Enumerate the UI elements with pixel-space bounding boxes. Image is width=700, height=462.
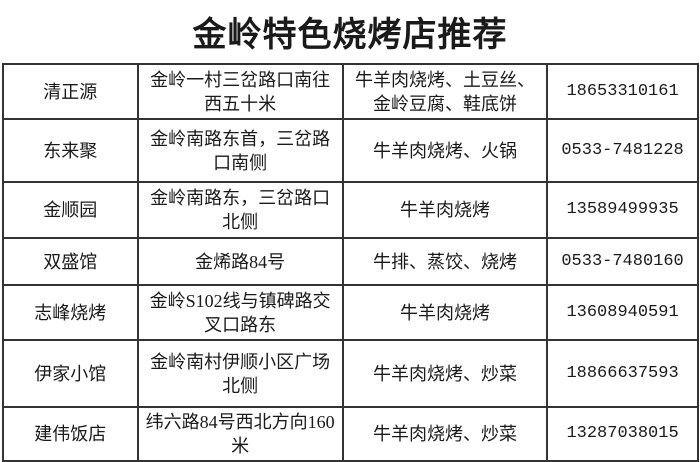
table-row: 金顺园 金岭南路东，三岔路口北侧 牛羊肉烧烤 13589499935 (2, 181, 699, 239)
phone-cell: 13608940591 (546, 284, 699, 341)
table-row: 伊家小馆 金岭南村伊顺小区广场北侧 牛羊肉烧烤、炒菜 18866637593 (2, 339, 699, 408)
restaurant-name-cell: 金顺园 (2, 181, 139, 239)
table-row: 志峰烧烤 金岭S102线与镇碑路交叉口路东 牛羊肉烧烤 13608940591 (2, 284, 699, 341)
address-cell: 金岭一村三岔路口南往西五十米 (136, 63, 344, 120)
table-row: 东来聚 金岭南路东首，三岔路口南侧 牛羊肉烧烤、火锅 0533-7481228 (2, 118, 699, 183)
phone-cell: 13287038015 (546, 406, 699, 462)
address-cell: 金岭南路东，三岔路口北侧 (136, 181, 344, 239)
address-cell: 纬六路84号西北方向160米 (136, 406, 344, 462)
restaurant-name-cell: 建伟饭店 (2, 406, 139, 462)
restaurant-name-cell: 清正源 (2, 63, 139, 120)
page-title: 金岭特色烧烤店推荐 (192, 15, 508, 55)
dishes-cell: 牛羊肉烧烤 (341, 284, 549, 341)
phone-cell: 18866637593 (546, 339, 699, 408)
dishes-cell: 牛羊肉烧烤 (341, 181, 549, 239)
dishes-cell: 牛排、蒸饺、烧烤 (341, 237, 549, 286)
table-row: 清正源 金岭一村三岔路口南往西五十米 牛羊肉烧烤、土豆丝、金岭豆腐、鞋底饼 18653… (2, 63, 699, 120)
address-cell: 金岭南村伊顺小区广场北侧 (136, 339, 344, 408)
restaurant-name-cell: 伊家小馆 (2, 339, 139, 408)
dishes-cell: 牛羊肉烧烤、土豆丝、金岭豆腐、鞋底饼 (341, 63, 549, 120)
phone-cell: 0533-7480160 (546, 237, 699, 286)
restaurant-table: 清正源 金岭一村三岔路口南往西五十米 牛羊肉烧烤、土豆丝、金岭豆腐、鞋底饼 18653… (2, 63, 699, 462)
restaurant-name-cell: 东来聚 (2, 118, 139, 183)
dishes-cell: 牛羊肉烧烤、炒菜 (341, 406, 549, 462)
address-cell: 金岭南路东首，三岔路口南侧 (136, 118, 344, 183)
address-cell: 金烯路84号 (136, 237, 344, 286)
restaurant-name-cell: 双盛馆 (2, 237, 139, 286)
phone-cell: 18653310161 (546, 63, 699, 120)
phone-cell: 0533-7481228 (546, 118, 699, 183)
dishes-cell: 牛羊肉烧烤、炒菜 (341, 339, 549, 408)
dishes-cell: 牛羊肉烧烤、火锅 (341, 118, 549, 183)
table-row: 双盛馆 金烯路84号 牛排、蒸饺、烧烤 0533-7480160 (2, 237, 699, 286)
address-cell: 金岭S102线与镇碑路交叉口路东 (136, 284, 344, 341)
restaurant-name-cell: 志峰烧烤 (2, 284, 139, 341)
phone-cell: 13589499935 (546, 181, 699, 239)
table-row: 建伟饭店 纬六路84号西北方向160米 牛羊肉烧烤、炒菜 13287038015 (2, 406, 699, 462)
